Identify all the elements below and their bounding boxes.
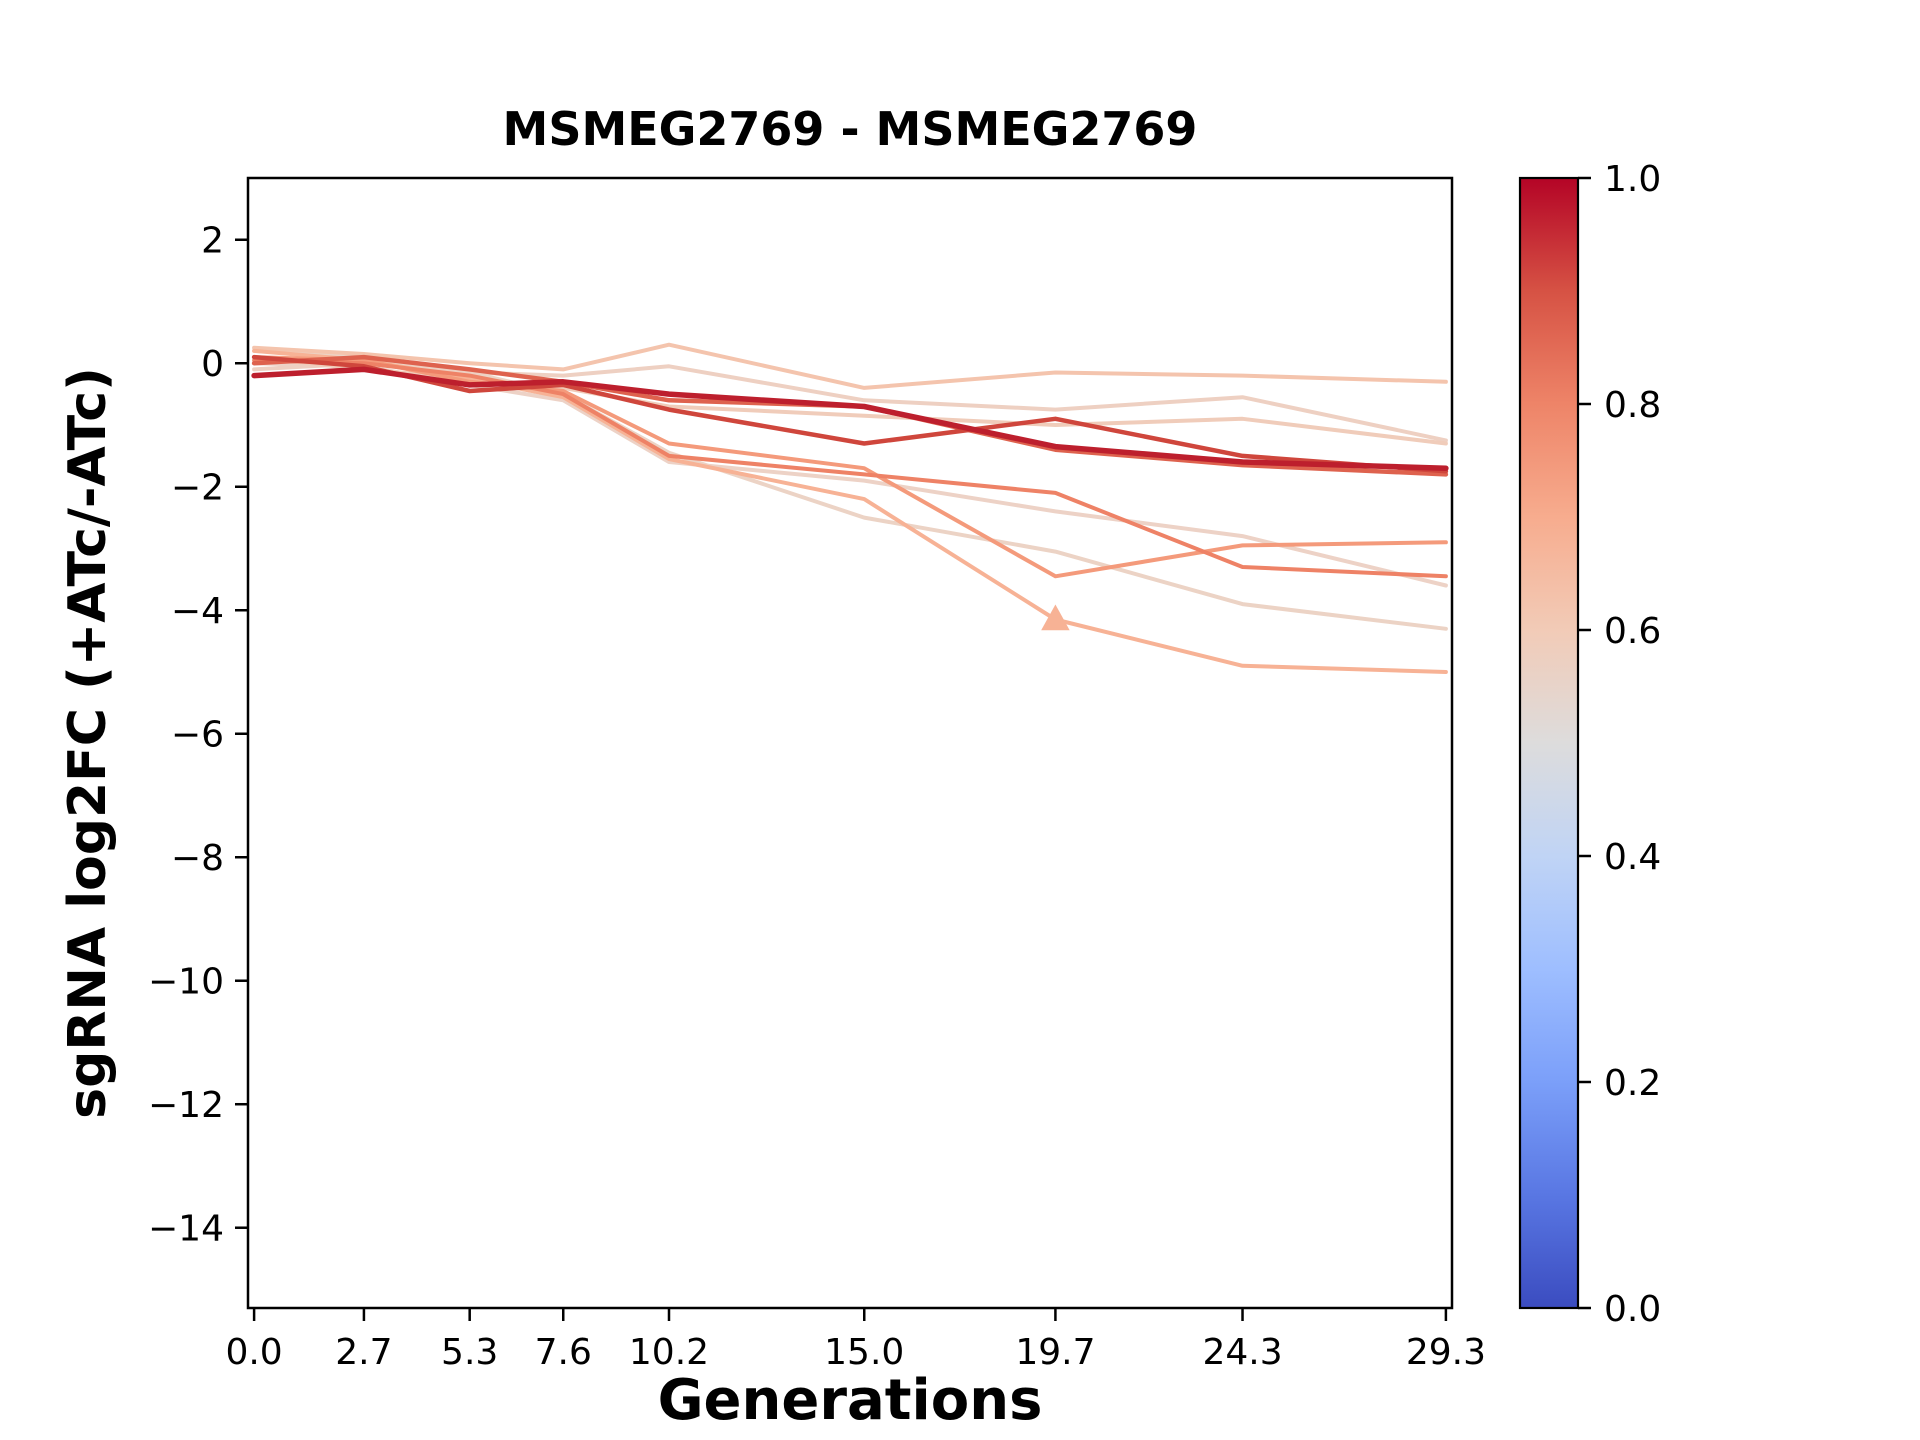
y-tick-label: −14	[148, 1209, 224, 1250]
colorbar-tick-label: 1.0	[1604, 159, 1661, 200]
colorbar-tick-label: 0.4	[1604, 837, 1661, 878]
x-tick-label: 5.3	[441, 1332, 498, 1373]
x-tick-label: 29.3	[1406, 1332, 1486, 1373]
x-tick-label: 0.0	[225, 1332, 282, 1373]
y-tick-label: −6	[171, 715, 224, 756]
y-tick-label: −10	[148, 962, 224, 1003]
x-axis-label: Generations	[657, 1368, 1043, 1433]
series-line	[251, 354, 1449, 477]
x-tick-label: 7.6	[535, 1332, 592, 1373]
series-line	[252, 348, 1448, 631]
y-tick-label: −12	[148, 1085, 224, 1126]
y-tick-label: 2	[201, 221, 224, 262]
triangle-marker	[1041, 604, 1070, 631]
x-tick-label: 15.0	[824, 1332, 904, 1373]
series-line	[251, 366, 1449, 471]
colorbar	[1518, 176, 1580, 1310]
y-tick-label: −2	[171, 468, 224, 509]
colorbar-tick-label: 0.0	[1604, 1289, 1661, 1330]
series-line	[252, 358, 1448, 579]
colorbar-tick-label: 0.6	[1604, 611, 1661, 652]
plot-border	[246, 176, 1454, 1310]
x-tick-label: 2.7	[335, 1332, 392, 1373]
colorbar-tick-label: 0.2	[1604, 1063, 1661, 1104]
colorbar-tick-label: 0.8	[1604, 385, 1661, 426]
x-tick-label: 10.2	[629, 1332, 709, 1373]
y-tick-label: −4	[171, 591, 224, 632]
x-tick-label: 24.3	[1202, 1332, 1282, 1373]
x-tick-label: 19.7	[1015, 1332, 1095, 1373]
y-tick-label: −8	[171, 838, 224, 879]
series-line	[252, 342, 1448, 390]
y-tick-label: 0	[201, 344, 224, 385]
chart-title: MSMEG2769 - MSMEG2769	[502, 102, 1198, 156]
